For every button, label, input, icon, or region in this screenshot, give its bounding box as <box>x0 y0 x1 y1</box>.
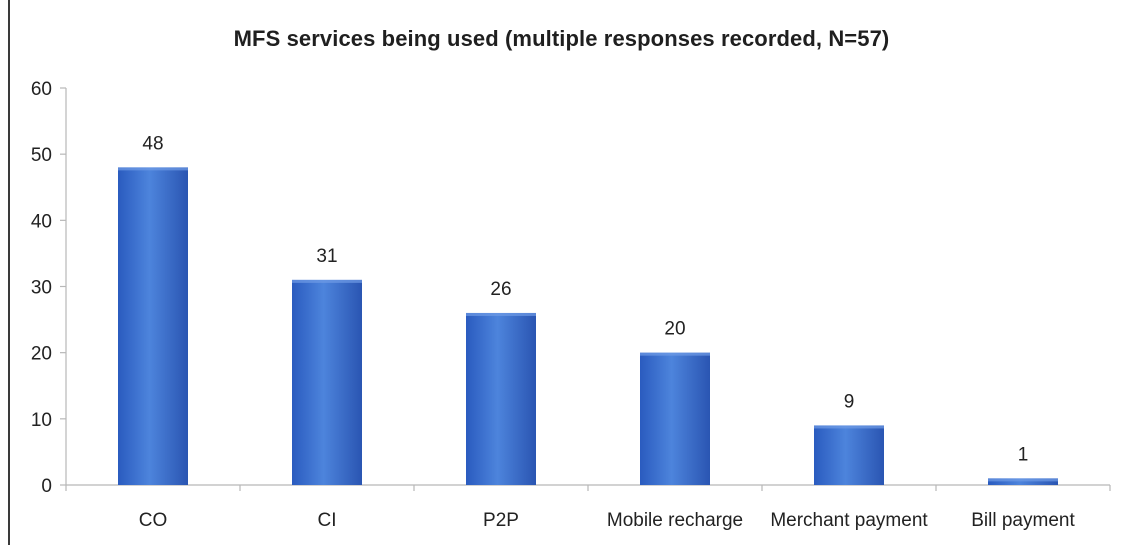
bar-top-highlight <box>118 167 188 171</box>
y-tick-label: 60 <box>31 79 52 100</box>
chart-title: MFS services being used (multiple respon… <box>233 26 890 51</box>
y-tick-label: 10 <box>31 410 52 431</box>
y-tick-label: 50 <box>31 145 52 166</box>
bar <box>814 425 884 485</box>
data-label: 20 <box>664 319 685 340</box>
y-tick-label: 0 <box>41 476 52 497</box>
bar-top-highlight <box>466 312 536 316</box>
bar-top-highlight <box>988 478 1058 482</box>
data-label: 1 <box>1018 444 1029 465</box>
x-tick-label: CO <box>139 510 168 531</box>
x-tick-label: Mobile recharge <box>607 510 743 531</box>
bar <box>292 279 362 485</box>
bar <box>118 167 188 485</box>
bar <box>466 312 536 485</box>
bar <box>988 478 1058 485</box>
x-axis: CO CI P2P Mobile recharge Merchant payment Bi… <box>65 484 1111 531</box>
data-label: 26 <box>490 279 511 300</box>
x-tick-label: Merchant payment <box>770 510 928 531</box>
y-tick-label: 30 <box>31 278 52 299</box>
x-tick-label: CI <box>318 510 337 531</box>
bar <box>640 352 710 485</box>
x-tick-label: Bill payment <box>971 510 1075 531</box>
data-label: 9 <box>844 391 855 412</box>
bar-top-highlight <box>640 352 710 356</box>
y-tick-label: 20 <box>31 344 52 365</box>
y-tick-label: 40 <box>31 211 52 232</box>
bar-top-highlight <box>814 425 884 429</box>
data-label: 31 <box>316 246 337 267</box>
left-border <box>8 0 10 545</box>
bars <box>118 167 1058 485</box>
bar-top-highlight <box>292 279 362 283</box>
data-labels: 48 31 26 20 9 1 <box>142 133 1028 465</box>
data-label: 48 <box>142 133 163 154</box>
x-tick-label: P2P <box>483 510 519 531</box>
y-axis: 0 10 20 30 40 50 60 <box>31 79 67 497</box>
